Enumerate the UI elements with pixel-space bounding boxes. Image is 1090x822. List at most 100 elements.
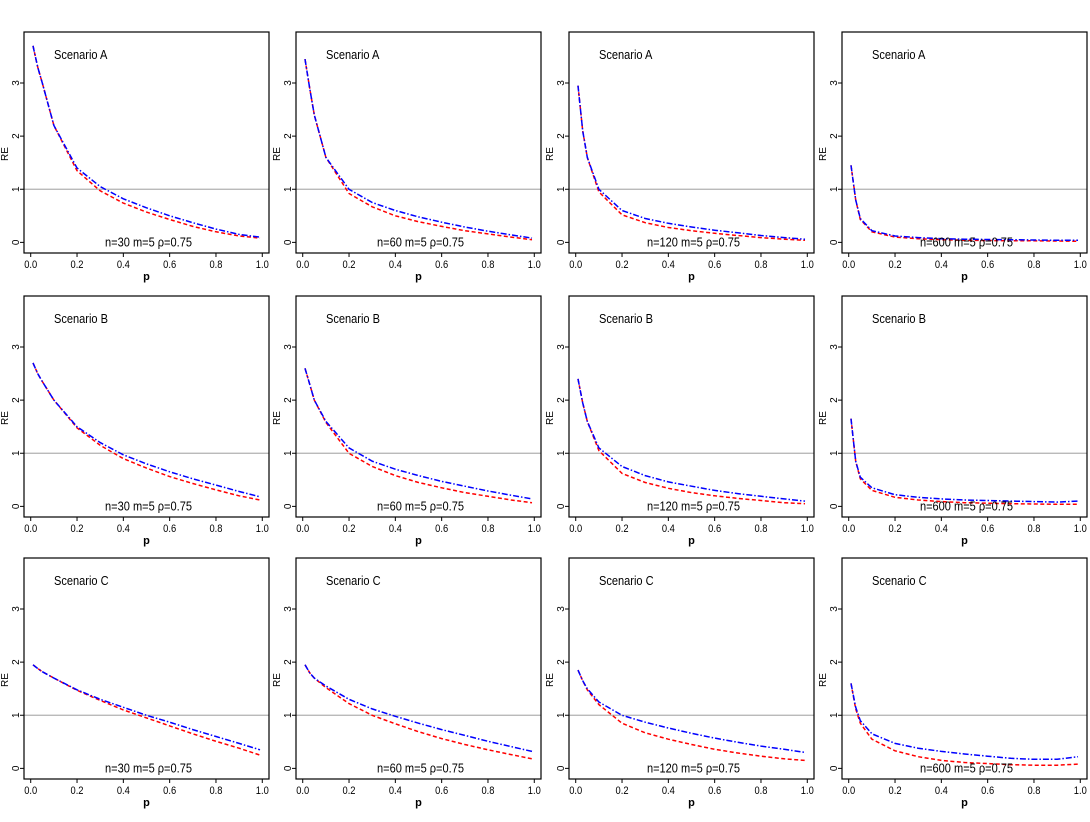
y-tick-label: 3 <box>829 606 840 612</box>
x-axis-label: p <box>961 535 968 547</box>
y-tick-label: 1 <box>556 712 567 718</box>
x-tick-label: 0.4 <box>662 259 675 271</box>
x-tick-label: 0.4 <box>117 259 130 271</box>
plot-frame <box>23 557 270 780</box>
x-tick-label: 0.2 <box>71 523 84 535</box>
x-tick-label: 0.0 <box>296 259 309 271</box>
series-line-blue <box>850 165 1078 242</box>
series-line-red <box>850 165 1079 243</box>
y-tick-label: 0 <box>283 765 294 771</box>
y-axis-label: RE <box>545 673 556 687</box>
y-tick-label: 0 <box>11 503 22 509</box>
x-tick-label: 0.4 <box>935 523 948 535</box>
panel-annotation: n=120 m=5 ρ=0.75 <box>647 499 740 514</box>
y-tick-label: 3 <box>283 606 294 612</box>
x-tick-label: 0.2 <box>343 259 356 271</box>
panel-title: Scenario A <box>326 47 380 62</box>
y-tick-label: 3 <box>829 80 840 86</box>
series-line-blue <box>850 683 1079 761</box>
y-tick-label: 0 <box>11 239 22 245</box>
y-tick-label: 0 <box>556 765 567 771</box>
x-tick-label: 0.4 <box>935 785 948 797</box>
panel: 0.0 0.2 0.4 0.6 0.8 1.0 p 0 1 2 3 RE Scenario C n=120… <box>545 557 815 809</box>
y-axis-label: RE <box>0 147 11 161</box>
panel-annotation: n=120 m=5 ρ=0.75 <box>647 761 740 776</box>
x-tick-label: 0.0 <box>24 523 37 535</box>
x-tick-label: 1.0 <box>528 523 541 535</box>
panel-title: Scenario C <box>599 573 654 588</box>
x-tick-label: 0.6 <box>708 785 721 797</box>
series-line-red <box>577 378 806 505</box>
series-line-red <box>577 669 806 762</box>
x-tick-label: 0.6 <box>708 523 721 535</box>
plot-frame <box>23 31 270 254</box>
x-tick-label: 0.8 <box>754 259 767 271</box>
series-line-red <box>304 664 533 760</box>
series-line-blue <box>577 85 806 240</box>
x-tick-label: 0.0 <box>569 259 582 271</box>
y-axis-label: RE <box>272 411 283 425</box>
x-tick-label: 0.4 <box>117 785 130 797</box>
x-tick-label: 0.0 <box>569 523 582 535</box>
panel: 0.0 0.2 0.4 0.6 0.8 1.0 p 0 1 2 3 RE Scenario A n=120… <box>545 31 815 283</box>
x-tick-label: 0.6 <box>435 785 448 797</box>
y-axis-label: RE <box>0 411 11 425</box>
y-tick-label: 1 <box>556 450 567 456</box>
y-tick-label: 1 <box>11 450 22 456</box>
y-axis-label: RE <box>818 673 829 687</box>
x-tick-label: 0.6 <box>981 523 994 535</box>
y-tick-label: 1 <box>829 712 840 718</box>
plot-frame <box>568 31 815 254</box>
x-tick-label: 0.0 <box>296 523 309 535</box>
x-tick-label: 1.0 <box>256 523 269 535</box>
panel: 0.0 0.2 0.4 0.6 0.8 1.0 p 0 1 2 3 RE Scenario B n=60 … <box>272 295 542 547</box>
series-line-red <box>32 664 261 756</box>
x-tick-label: 0.6 <box>435 259 448 271</box>
x-tick-label: 0.6 <box>163 523 176 535</box>
x-tick-label: 0.4 <box>389 785 402 797</box>
x-tick-label: 0.0 <box>296 785 309 797</box>
x-tick-label: 0.6 <box>981 259 994 271</box>
y-tick-label: 1 <box>283 712 294 718</box>
panel-annotation: n=30 m=5 ρ=0.75 <box>105 235 192 250</box>
y-tick-label: 3 <box>283 80 294 86</box>
x-axis-label: p <box>688 535 695 547</box>
y-tick-label: 1 <box>556 186 567 192</box>
plot-frame <box>295 31 542 254</box>
x-tick-label: 0.6 <box>163 785 176 797</box>
y-tick-label: 3 <box>829 344 840 350</box>
y-tick-label: 0 <box>556 239 567 245</box>
panel: 0.0 0.2 0.4 0.6 0.8 1.0 p 0 1 2 3 RE Scenario A n=60 … <box>272 31 542 283</box>
x-tick-label: 0.8 <box>481 785 494 797</box>
x-axis-label: p <box>961 271 968 283</box>
panel-annotation: n=600 m=5 ρ=0.75 <box>920 761 1013 776</box>
x-tick-label: 0.8 <box>481 523 494 535</box>
y-tick-label: 2 <box>11 133 22 139</box>
panel: 0.0 0.2 0.4 0.6 0.8 1.0 p 0 1 2 3 RE Scenario B n=120… <box>545 295 815 547</box>
x-tick-label: 0.4 <box>389 523 402 535</box>
y-axis-label: RE <box>818 147 829 161</box>
x-tick-label: 0.4 <box>935 259 948 271</box>
x-tick-label: 0.0 <box>842 259 855 271</box>
panel-title: Scenario B <box>872 311 926 326</box>
y-axis-label: RE <box>545 411 556 425</box>
series-line-red <box>304 58 533 241</box>
panel-title: Scenario A <box>599 47 653 62</box>
x-tick-label: 0.6 <box>981 785 994 797</box>
panel-title: Scenario C <box>872 573 927 588</box>
y-tick-label: 1 <box>829 450 840 456</box>
x-axis-label: p <box>143 535 150 547</box>
y-axis-label: RE <box>272 147 283 161</box>
panel-title: Scenario A <box>872 47 926 62</box>
y-tick-label: 1 <box>11 712 22 718</box>
x-tick-label: 0.0 <box>842 523 855 535</box>
y-tick-label: 3 <box>556 344 567 350</box>
x-tick-label: 1.0 <box>1074 785 1087 797</box>
y-tick-label: 0 <box>829 239 840 245</box>
x-tick-label: 0.2 <box>889 785 902 797</box>
x-tick-label: 0.2 <box>616 523 629 535</box>
y-tick-label: 3 <box>11 606 22 612</box>
x-axis-label: p <box>961 797 968 809</box>
x-tick-label: 0.4 <box>662 785 675 797</box>
